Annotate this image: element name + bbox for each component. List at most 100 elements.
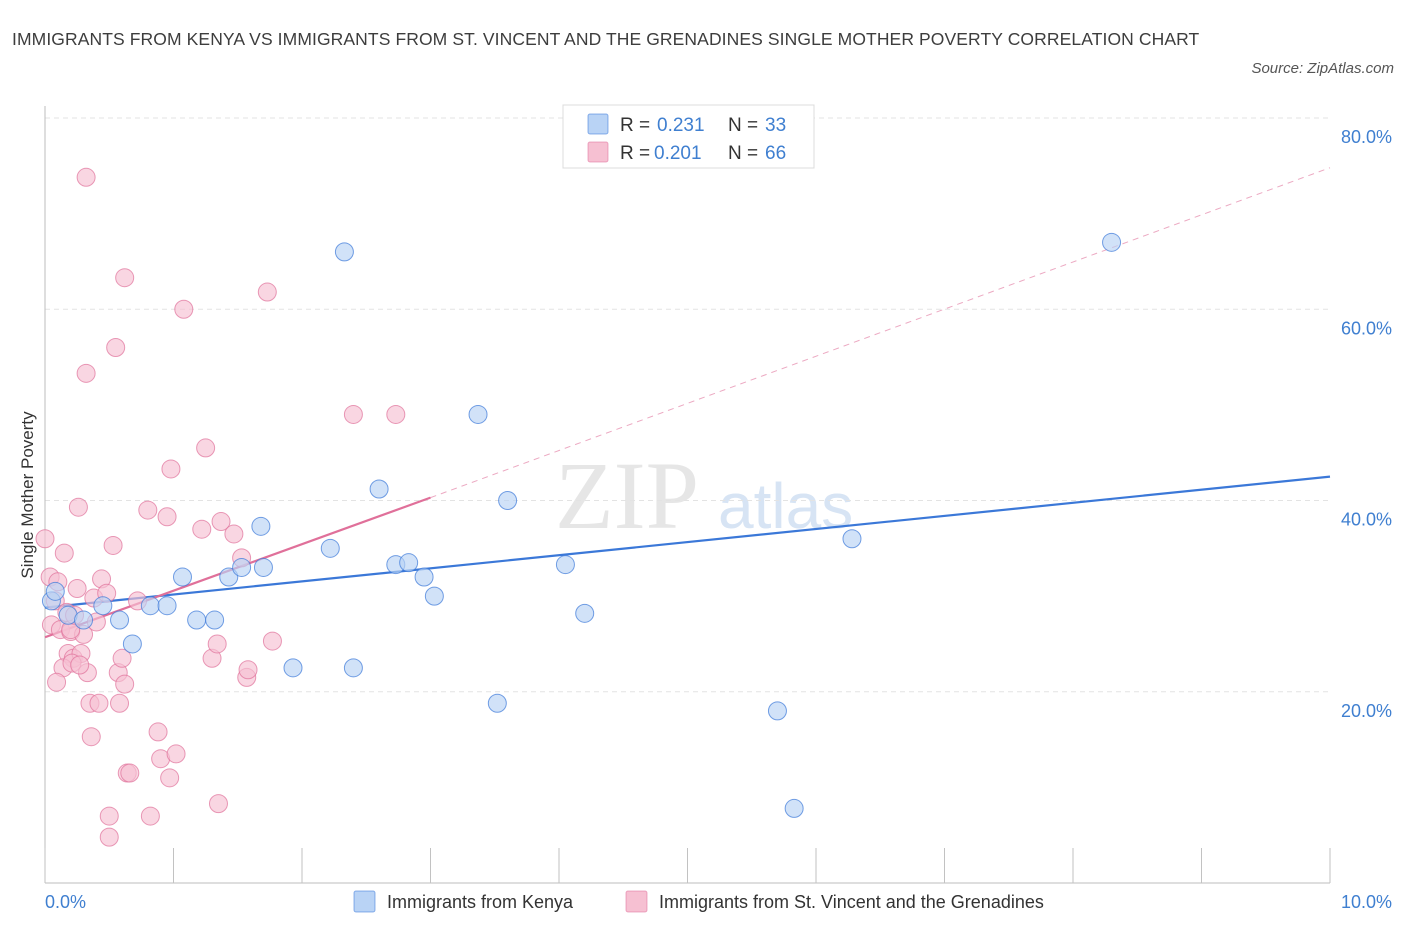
data-point-st-vincent [112, 648, 132, 668]
data-point-st-vincent [166, 744, 186, 764]
legend-n-label: N = [728, 115, 758, 136]
data-point-kenya [45, 581, 65, 601]
data-point-st-vincent [224, 524, 244, 544]
data-point-st-vincent [68, 497, 88, 517]
data-points [35, 167, 1122, 847]
grid [45, 117, 1330, 693]
data-point-kenya [369, 479, 389, 499]
data-point-st-vincent [238, 660, 258, 680]
data-point-kenya [157, 596, 177, 616]
data-point-st-vincent [47, 672, 67, 692]
tick-labels: 20.0% 40.0% 60.0% 80.0% 0.0% 10.0% [45, 127, 1392, 912]
data-point-st-vincent [157, 507, 177, 527]
data-point-st-vincent [192, 519, 212, 539]
x-tick-label: 10.0% [1341, 892, 1392, 912]
data-point-kenya [253, 557, 273, 577]
data-point-st-vincent [211, 512, 231, 532]
data-point-st-vincent [76, 167, 96, 187]
legend-r-label: R = [620, 143, 650, 164]
data-point-st-vincent [35, 529, 55, 549]
y-tick-label: 80.0% [1341, 127, 1392, 147]
series-label-kenya: Immigrants from Kenya [387, 892, 574, 912]
data-point-kenya [74, 610, 94, 630]
series-swatch-kenya [353, 890, 376, 913]
legend: R = 0.231 N = 33 R = 0.201 N = 66 [562, 104, 815, 169]
data-point-st-vincent [257, 282, 277, 302]
data-point-st-vincent [160, 768, 180, 788]
data-point-kenya [424, 586, 444, 606]
data-point-st-vincent [386, 404, 406, 424]
data-point-st-vincent [106, 338, 126, 357]
data-point-kenya [232, 557, 252, 577]
data-point-st-vincent [67, 578, 87, 598]
legend-n-label: N = [728, 143, 758, 164]
data-point-st-vincent [54, 543, 74, 563]
legend-swatch-kenya [587, 113, 609, 135]
data-point-kenya [93, 596, 113, 616]
data-point-st-vincent [70, 655, 90, 675]
data-point-kenya [1102, 232, 1122, 252]
data-point-kenya [468, 404, 488, 424]
series-label-st-vincent: Immigrants from St. Vincent and the Gren… [659, 892, 1044, 912]
data-point-kenya [110, 610, 130, 630]
y-tick-label: 20.0% [1341, 701, 1392, 721]
data-point-kenya [784, 798, 804, 818]
x-tick-label: 0.0% [45, 892, 86, 912]
data-point-kenya [122, 634, 142, 654]
data-point-st-vincent [120, 763, 140, 783]
trend-line-extension-st-vincent [430, 167, 1331, 499]
data-point-st-vincent [110, 693, 130, 713]
y-axis-title: Single Mother Poverty [18, 411, 37, 579]
watermark-zip: ZIP [555, 442, 699, 549]
data-point-kenya [251, 516, 271, 536]
data-point-kenya [842, 529, 862, 549]
y-tick-label: 40.0% [1341, 510, 1392, 530]
data-point-kenya [343, 658, 363, 678]
data-point-st-vincent [262, 631, 282, 651]
chart-title: IMMIGRANTS FROM KENYA VS IMMIGRANTS FROM… [12, 29, 1200, 49]
data-point-st-vincent [103, 535, 123, 555]
data-point-st-vincent [208, 794, 228, 814]
legend-swatch-st-vincent [587, 141, 609, 163]
data-point-kenya [555, 555, 575, 575]
data-point-kenya [205, 610, 225, 630]
data-point-kenya [399, 553, 419, 573]
legend-r-value: 0.201 [654, 143, 702, 164]
data-point-st-vincent [99, 827, 119, 847]
data-point-st-vincent [140, 806, 160, 826]
data-point-kenya [140, 596, 160, 616]
data-point-st-vincent [148, 722, 168, 742]
legend-r-label: R = [620, 115, 650, 136]
source-label: Source: ZipAtlas.com [1251, 60, 1394, 77]
series-legend: Immigrants from Kenya Immigrants from St… [353, 890, 1044, 913]
legend-n-value: 33 [765, 115, 786, 136]
data-point-kenya [414, 567, 434, 587]
data-point-kenya [498, 491, 518, 510]
watermark-atlas: atlas [718, 470, 853, 542]
data-point-st-vincent [207, 634, 227, 654]
data-point-kenya [487, 693, 507, 713]
watermark: ZIP atlas [555, 442, 853, 549]
data-point-kenya [575, 603, 595, 623]
data-point-st-vincent [161, 459, 181, 479]
trend-line-kenya [44, 475, 1331, 609]
legend-n-value: 66 [765, 143, 786, 164]
data-point-st-vincent [343, 404, 363, 424]
data-point-kenya [219, 567, 239, 587]
legend-r-value: 0.231 [657, 115, 705, 136]
data-point-kenya [187, 610, 207, 630]
data-point-st-vincent [81, 727, 101, 747]
data-point-st-vincent [89, 693, 109, 713]
data-point-st-vincent [115, 674, 135, 694]
data-point-st-vincent [196, 438, 216, 458]
data-point-st-vincent [138, 500, 158, 520]
data-point-kenya [767, 701, 787, 721]
data-point-kenya [334, 242, 354, 262]
data-point-st-vincent [99, 806, 119, 826]
data-point-st-vincent [76, 363, 96, 383]
data-point-st-vincent [174, 299, 194, 319]
series-swatch-st-vincent [625, 890, 648, 913]
data-point-kenya [283, 658, 303, 678]
data-point-kenya [172, 567, 192, 587]
